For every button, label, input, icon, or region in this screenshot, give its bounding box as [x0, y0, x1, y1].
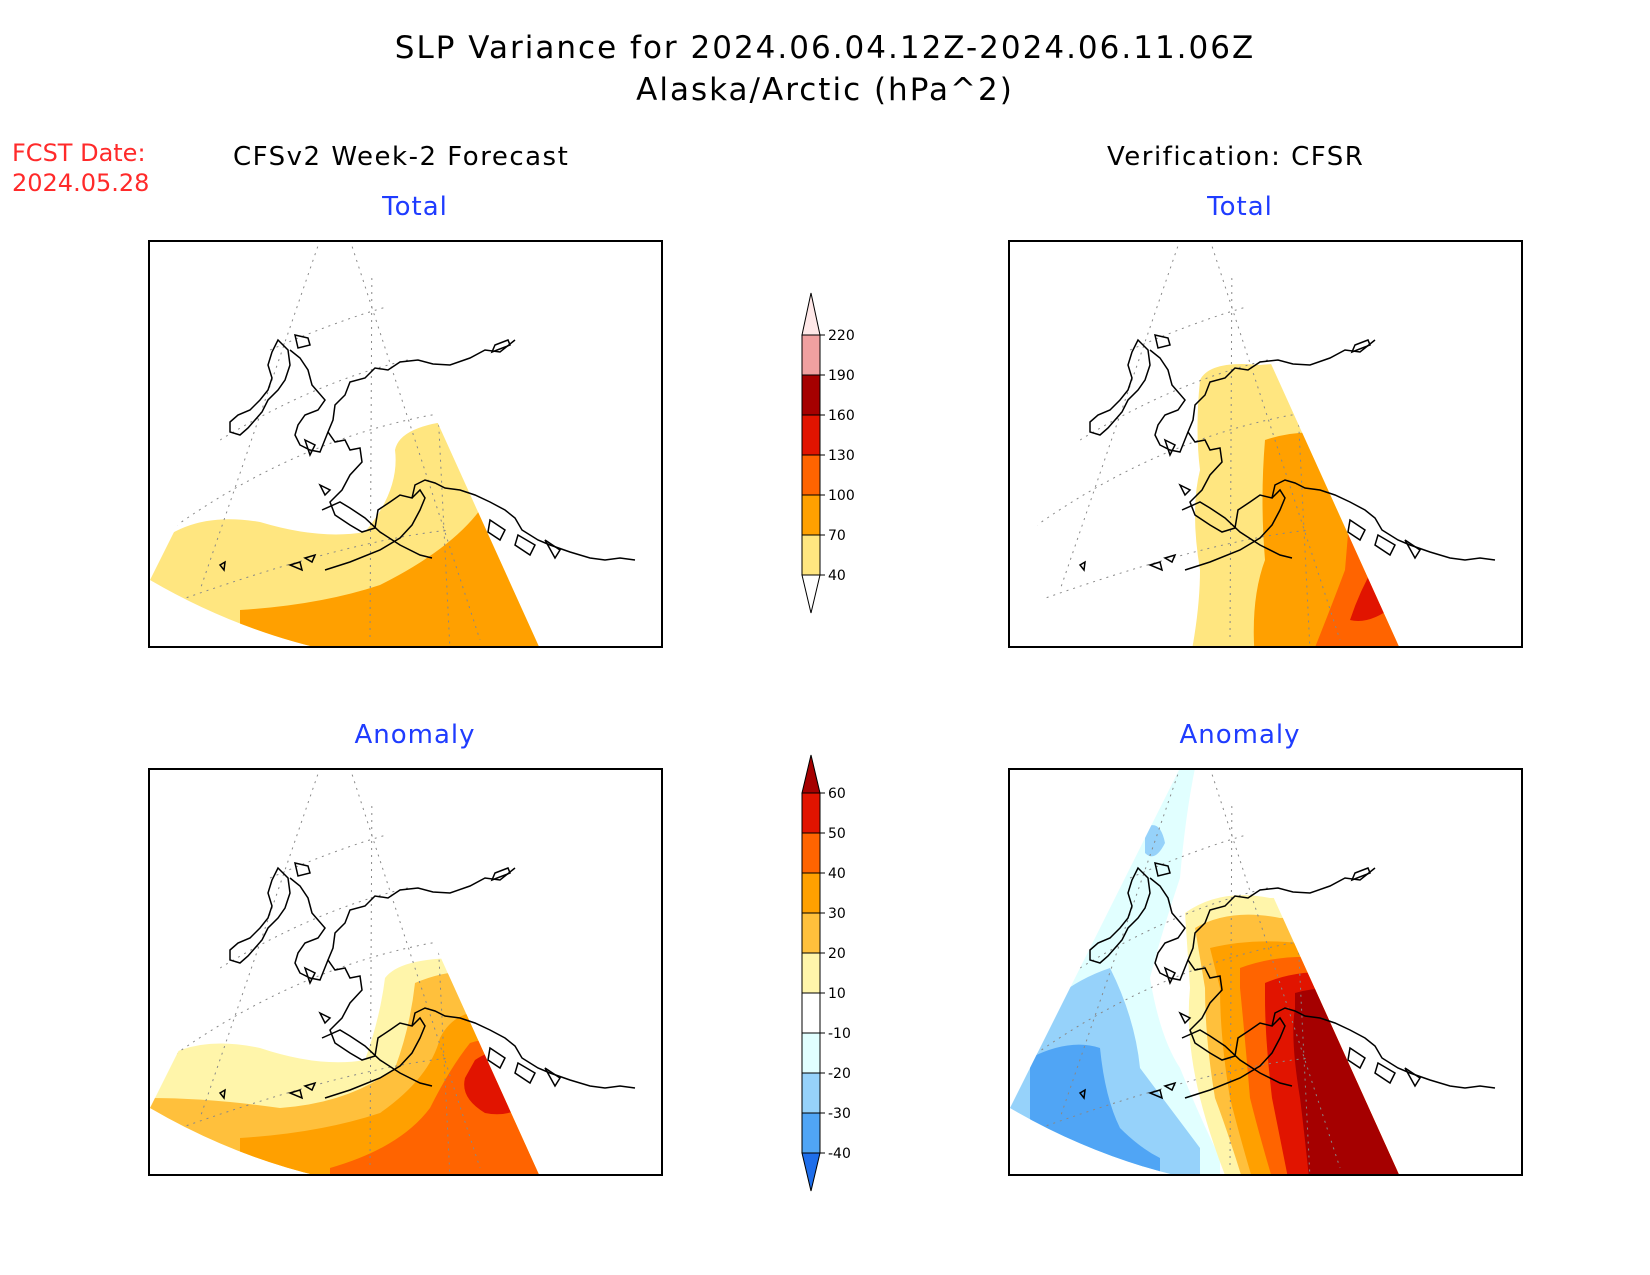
colorbar-anomaly: -40 -30 -20 -10 10 20 30 40 50 60 [801, 754, 851, 1192]
colorbar-total-tick-label: 160 [828, 408, 855, 424]
map-verification-anomaly [1008, 768, 1523, 1176]
colorbar-total-box [801, 334, 821, 376]
fcst-date-block: FCST Date: 2024.05.28 [12, 138, 149, 198]
main-subtitle: Alaska/Arctic (hPa^2) [636, 72, 1014, 108]
colorbar-anomaly-box [801, 1072, 821, 1114]
colorbar-anomaly-box [801, 792, 821, 834]
colorbar-total-box [801, 534, 821, 576]
colorbar-anomaly-tick-label: -40 [828, 1146, 851, 1162]
colorbar-anomaly-boxes [801, 754, 821, 1192]
colorbar-anomaly-box [801, 872, 821, 914]
colorbar-total-tick-label: 190 [828, 368, 855, 384]
panel-label-forecast-total: Total [382, 192, 448, 222]
colorbar-total-tick-label: 70 [828, 528, 846, 544]
colorbar-anomaly-tick-label: 30 [828, 906, 846, 922]
fcst-date-value: 2024.05.28 [12, 169, 150, 197]
panel-label-verification-total: Total [1207, 192, 1273, 222]
colorbar-total-tick-label: 40 [828, 568, 846, 584]
colorbar-total-box [801, 414, 821, 456]
panel-label-verification-anomaly: Anomaly [1179, 720, 1301, 750]
panel-label-forecast-anomaly: Anomaly [354, 720, 476, 750]
colorbar-anomaly-tick-label: -10 [828, 1026, 851, 1042]
colorbar-anomaly-tick-label: -20 [828, 1066, 851, 1082]
fcst-date-label: FCST Date: [12, 139, 146, 167]
colorbar-total-tick-label: 130 [828, 448, 855, 464]
colorbar-anomaly-tick-label: 10 [828, 986, 846, 1002]
map-forecast-anomaly [148, 768, 663, 1176]
map-verification-total [1008, 240, 1523, 648]
colorbar-anomaly-box [801, 1112, 821, 1154]
colorbar-total-box [801, 494, 821, 536]
colorbar-anomaly-box [801, 832, 821, 874]
colorbar-total-under-triangle [801, 574, 821, 614]
colorbar-anomaly-over-triangle [801, 754, 821, 794]
main-title: SLP Variance for 2024.06.04.12Z-2024.06.… [394, 30, 1256, 66]
colorbar-anomaly-tick-label: 60 [828, 786, 846, 802]
colorbar-total-tick-label: 100 [828, 488, 855, 504]
colorbar-total-tick-label: 220 [828, 328, 855, 344]
colorbar-anomaly-tick-label: 20 [828, 946, 846, 962]
colorbar-total-boxes [801, 292, 821, 614]
forecast-column-title: CFSv2 Week-2 Forecast [233, 142, 570, 172]
colorbar-anomaly-under-triangle [801, 1152, 821, 1192]
colorbar-total-over-triangle [801, 292, 821, 336]
colorbar-total-labels: 40 70 100 130 160 190 220 [820, 328, 855, 584]
colorbar-anomaly-tick-label: -30 [828, 1106, 851, 1122]
colorbar-anomaly-box [801, 1032, 821, 1074]
colorbar-anomaly-box [801, 952, 821, 994]
map-forecast-total [148, 240, 663, 648]
verification-column-title: Verification: CFSR [1107, 142, 1365, 172]
colorbar-total: 40 70 100 130 160 190 220 [801, 292, 855, 614]
colorbar-total-box [801, 374, 821, 416]
colorbar-anomaly-tick-label: 40 [828, 866, 846, 882]
colorbar-total-box [801, 454, 821, 496]
colorbar-anomaly-box [801, 992, 821, 1034]
colorbar-anomaly-box [801, 912, 821, 954]
colorbar-anomaly-tick-label: 50 [828, 826, 846, 842]
colorbar-anomaly-labels: -40 -30 -20 -10 10 20 30 40 50 60 [820, 786, 851, 1162]
